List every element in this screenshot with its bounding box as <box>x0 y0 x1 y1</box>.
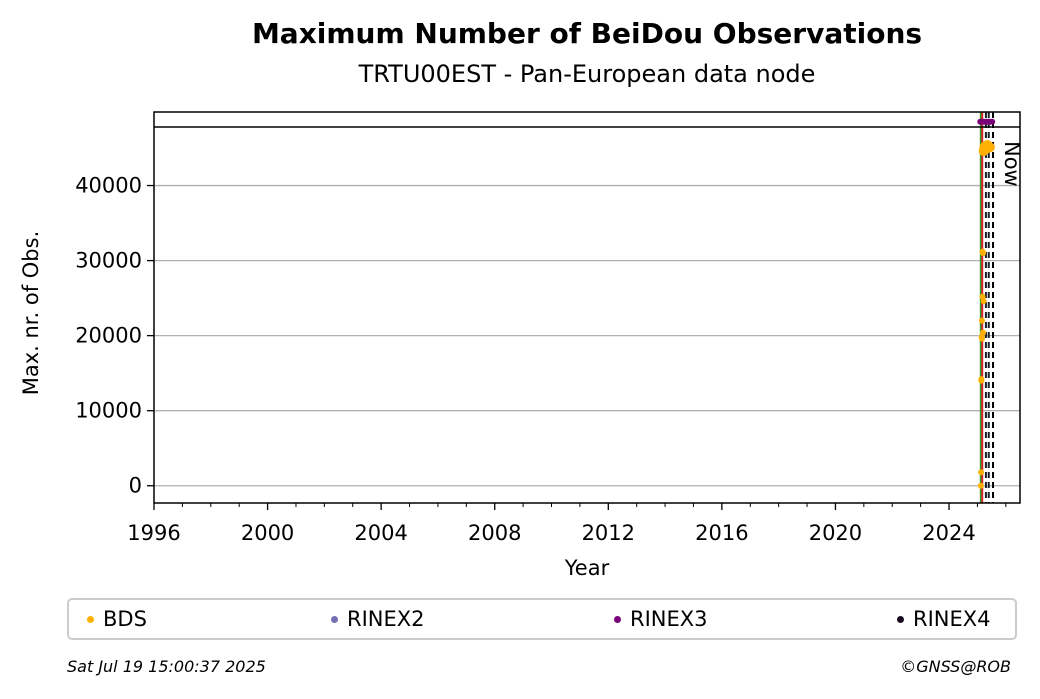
data-point-bds <box>978 376 984 382</box>
reference-lines <box>981 112 993 503</box>
y-tick-label: 0 <box>129 474 142 498</box>
legend-marker-bds <box>87 616 94 623</box>
x-tick-label: 2004 <box>354 521 407 545</box>
x-axis-label: Year <box>564 556 610 580</box>
data-point-bds <box>980 249 986 255</box>
plot-frame <box>154 112 1020 503</box>
y-axis-label: Max. nr. of Obs. <box>19 231 43 396</box>
legend-label-rinex2: RINEX2 <box>347 607 425 631</box>
data-point-bds <box>979 318 985 324</box>
x-axis-ticks: 1996 2000 2004 2008 2012 2016 2020 2024 <box>127 503 975 545</box>
data-point-bds <box>982 140 992 150</box>
data-point-rinex3 <box>989 119 995 125</box>
x-tick-label: 1996 <box>127 521 180 545</box>
x-tick-label: 2020 <box>809 521 862 545</box>
legend-marker-rinex2 <box>331 616 338 623</box>
legend-label-bds: BDS <box>103 607 147 631</box>
y-tick-label: 40000 <box>75 174 142 198</box>
chart-title: Maximum Number of BeiDou Observations <box>252 17 922 50</box>
x-tick-label: 2012 <box>582 521 635 545</box>
x-tick-label: 2016 <box>695 521 748 545</box>
legend-marker-rinex4 <box>897 616 904 623</box>
footer-timestamp: Sat Jul 19 15:00:37 2025 <box>67 657 266 676</box>
y-tick-label: 20000 <box>75 324 142 348</box>
legend-label-rinex3: RINEX3 <box>630 607 708 631</box>
x-tick-label: 2024 <box>922 521 975 545</box>
y-axis-ticks: 0 10000 20000 30000 40000 <box>75 174 154 498</box>
legend-item-rinex4: RINEX4 <box>897 600 991 638</box>
legend-marker-rinex3 <box>614 616 621 623</box>
now-label: Now <box>1000 141 1024 187</box>
data-point-bds <box>978 483 984 489</box>
y-tick-label: 30000 <box>75 249 142 273</box>
data-point-bds <box>980 330 986 336</box>
legend-item-bds: BDS <box>87 600 147 638</box>
legend-item-rinex2: RINEX2 <box>331 600 425 638</box>
legend-item-rinex3: RINEX3 <box>614 600 708 638</box>
data-point-bds <box>978 469 984 475</box>
x-tick-label: 2000 <box>241 521 294 545</box>
data-point-bds <box>979 336 985 342</box>
footer-credit: ©GNSS@ROB <box>900 657 1011 676</box>
legend: BDS RINEX2 RINEX3 RINEX4 <box>67 598 1017 640</box>
grid <box>154 186 1020 486</box>
chart-subtitle: TRTU00EST - Pan-European data node <box>358 60 816 88</box>
x-tick-label: 2008 <box>468 521 521 545</box>
data-point-bds <box>981 298 987 304</box>
legend-label-rinex4: RINEX4 <box>913 607 991 631</box>
y-tick-label: 10000 <box>75 399 142 423</box>
